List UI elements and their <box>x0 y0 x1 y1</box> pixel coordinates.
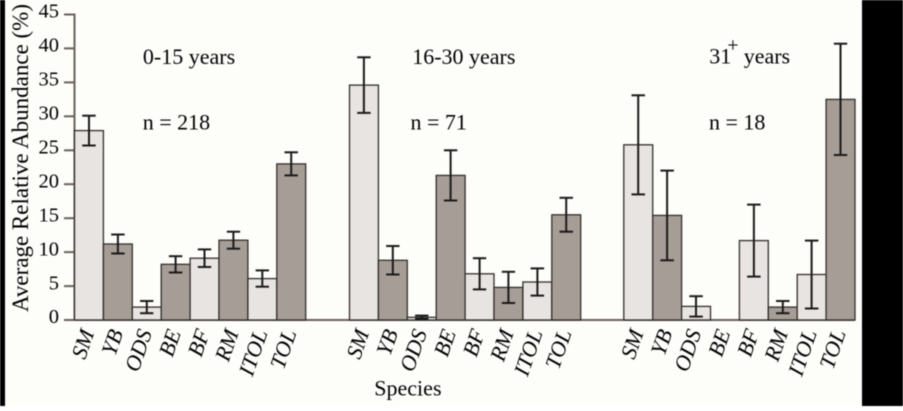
svg-text:n = 218: n = 218 <box>143 110 210 135</box>
svg-text:15: 15 <box>39 204 60 226</box>
svg-text:25: 25 <box>39 137 60 159</box>
svg-text:n = 18: n = 18 <box>709 110 765 135</box>
svg-text:years: years <box>744 44 790 69</box>
svg-text:40: 40 <box>39 35 60 57</box>
svg-text:31: 31 <box>709 44 731 69</box>
svg-text:30: 30 <box>39 103 60 125</box>
svg-text:20: 20 <box>39 170 60 192</box>
svg-text:n = 71: n = 71 <box>411 110 467 135</box>
svg-text:+: + <box>727 35 738 57</box>
svg-text:Species: Species <box>374 376 441 401</box>
svg-text:16-30 years: 16-30 years <box>412 44 515 69</box>
svg-text:45: 45 <box>39 1 60 23</box>
svg-text:Average Relative Abundance (%): Average Relative Abundance (%) <box>8 4 33 312</box>
svg-text:10: 10 <box>39 238 60 260</box>
svg-text:0-15 years: 0-15 years <box>143 44 235 69</box>
svg-text:0: 0 <box>49 306 59 328</box>
svg-text:5: 5 <box>49 272 59 294</box>
svg-text:35: 35 <box>39 69 60 91</box>
